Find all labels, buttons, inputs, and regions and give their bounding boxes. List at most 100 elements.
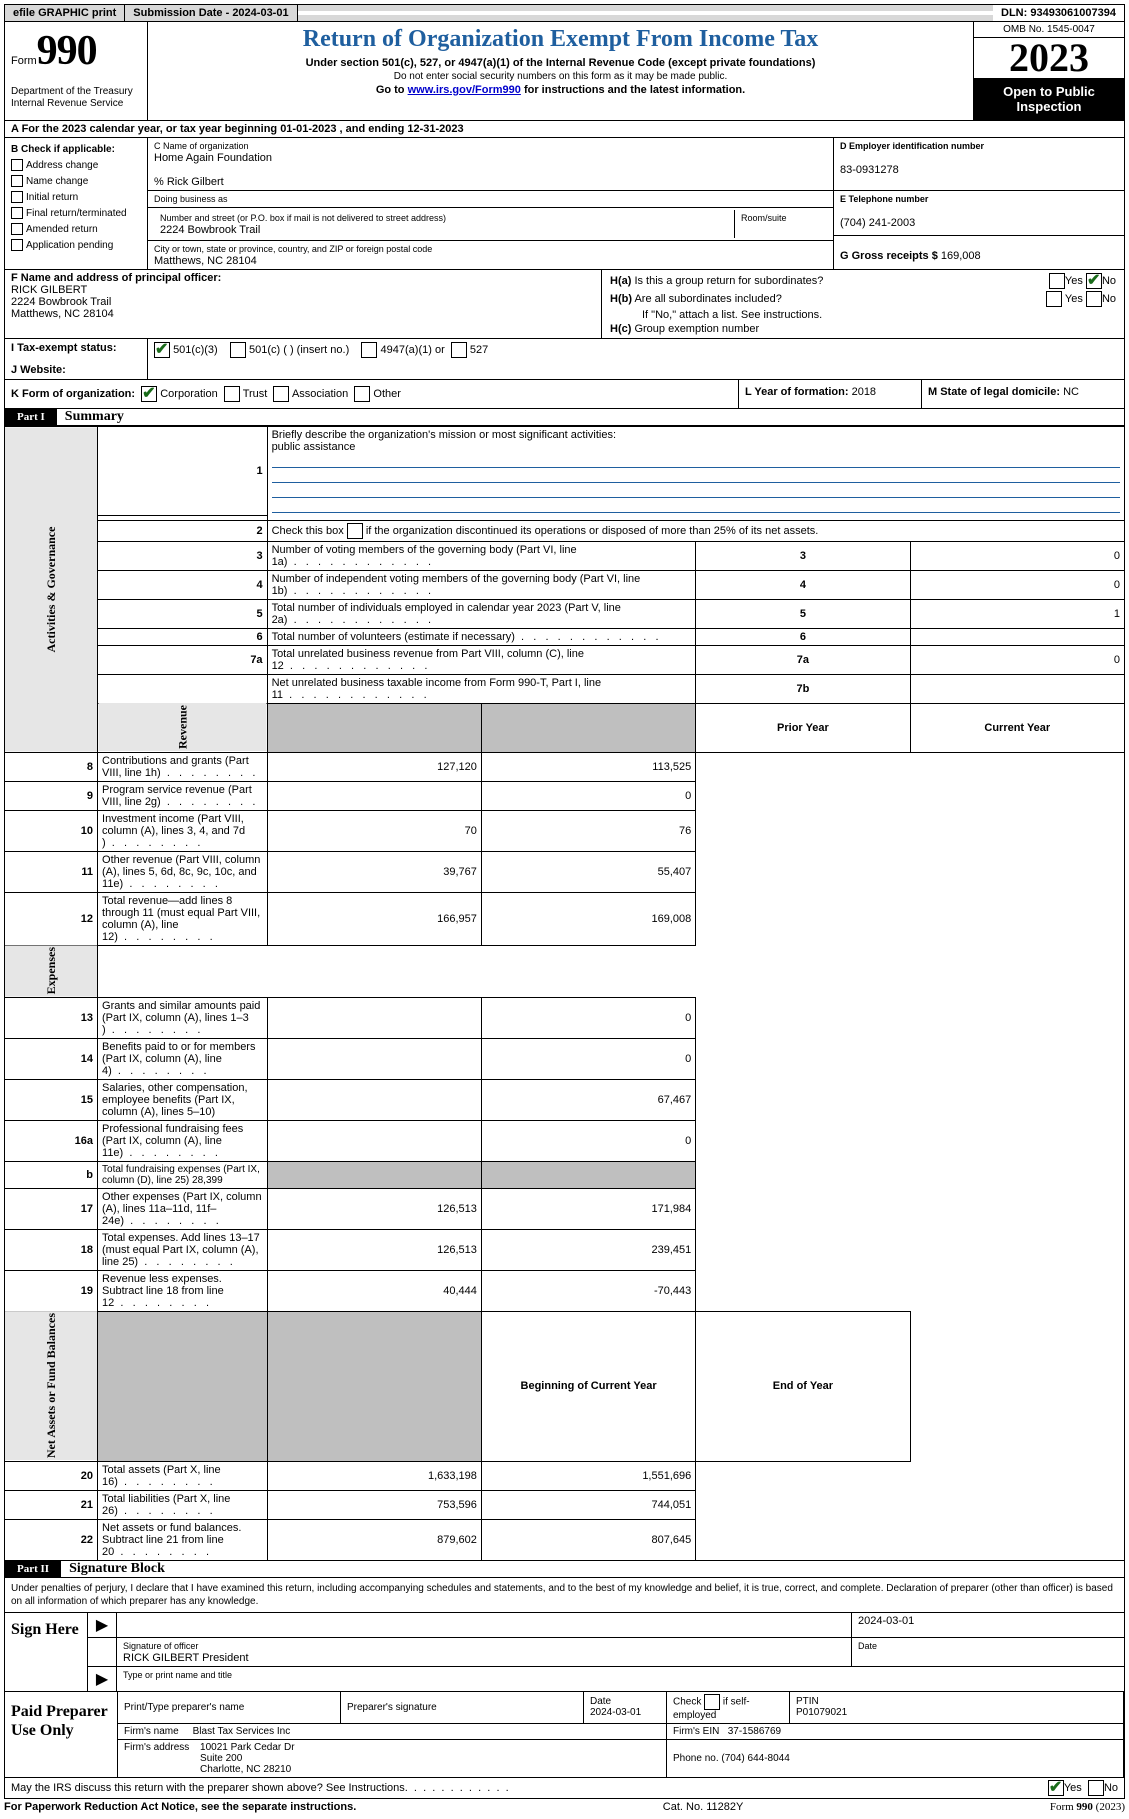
cb-ha-no[interactable] bbox=[1086, 273, 1102, 289]
cb-self-employed[interactable] bbox=[704, 1694, 720, 1710]
cb-501c3[interactable] bbox=[154, 342, 170, 358]
form-number: Form990 bbox=[11, 26, 141, 76]
section-f-h: F Name and address of principal officer:… bbox=[4, 270, 1125, 339]
section-j: J Website: bbox=[4, 361, 1125, 380]
section-b: B Check if applicable: Address change Na… bbox=[5, 138, 148, 269]
summary-row: 11Other revenue (Part VIII, column (A), … bbox=[5, 851, 1125, 892]
sig-date: 2024-03-01 bbox=[852, 1613, 1124, 1637]
cb-initial-return[interactable] bbox=[11, 191, 23, 203]
sign-here-block: Sign Here ▶ 2024-03-01 Signature of offi… bbox=[4, 1613, 1125, 1692]
part-1-header: Part ISummary bbox=[4, 409, 1125, 426]
arrow-icon: ▶ bbox=[88, 1667, 117, 1691]
tax-year: 2023 bbox=[974, 38, 1124, 78]
subtitle-3: Go to www.irs.gov/Form990 for instructio… bbox=[158, 84, 963, 96]
open-public: Open to Public Inspection bbox=[974, 78, 1124, 120]
summary-row: 17Other expenses (Part IX, column (A), l… bbox=[5, 1188, 1125, 1229]
top-bar: efile GRAPHIC print Submission Date - 20… bbox=[4, 4, 1125, 22]
care-of: % Rick Gilbert bbox=[154, 176, 224, 188]
section-b-thru-g: B Check if applicable: Address change Na… bbox=[4, 138, 1125, 270]
city-state-zip: Matthews, NC 28104 bbox=[154, 255, 257, 267]
form-title: Return of Organization Exempt From Incom… bbox=[158, 26, 963, 53]
officer-addr2: Matthews, NC 28104 bbox=[11, 308, 114, 320]
firm-name: Blast Tax Services Inc bbox=[193, 1726, 291, 1737]
summary-row: 4Number of independent voting members of… bbox=[5, 570, 1125, 599]
subtitle-2: Do not enter social security numbers on … bbox=[158, 71, 963, 82]
ein: 83-0931278 bbox=[840, 164, 899, 176]
expenses-label: Expenses bbox=[5, 945, 98, 997]
cb-discuss-yes[interactable] bbox=[1048, 1780, 1064, 1796]
telephone: (704) 241-2003 bbox=[840, 217, 915, 229]
cb-discontinued[interactable] bbox=[347, 523, 363, 539]
firm-address: 10021 Park Cedar Dr Suite 200 Charlotte,… bbox=[200, 1742, 295, 1775]
governance-label: Activities & Governance bbox=[5, 427, 98, 753]
line-a: A For the 2023 calendar year, or tax yea… bbox=[4, 121, 1125, 138]
cb-amended[interactable] bbox=[11, 223, 23, 235]
cb-discuss-no[interactable] bbox=[1088, 1780, 1104, 1796]
cb-address-change[interactable] bbox=[11, 159, 23, 171]
summary-row: 6Total number of volunteers (estimate if… bbox=[5, 628, 1125, 645]
officer-signature: RICK GILBERT President bbox=[123, 1652, 249, 1664]
discuss-row: May the IRS discuss this return with the… bbox=[4, 1778, 1125, 1799]
summary-row: 8Contributions and grants (Part VIII, li… bbox=[5, 752, 1125, 781]
summary-row: 13Grants and similar amounts paid (Part … bbox=[5, 997, 1125, 1038]
summary-row: 14Benefits paid to or for members (Part … bbox=[5, 1038, 1125, 1079]
ptin: P01079021 bbox=[796, 1707, 847, 1718]
gross-receipts: 169,008 bbox=[941, 250, 981, 262]
irs-link[interactable]: www.irs.gov/Form990 bbox=[408, 84, 521, 96]
section-i: I Tax-exempt status: 501(c)(3) 501(c) ( … bbox=[4, 339, 1125, 361]
summary-row: 18Total expenses. Add lines 13–17 (must … bbox=[5, 1229, 1125, 1270]
summary-row: 3Number of voting members of the governi… bbox=[5, 541, 1125, 570]
cb-app-pending[interactable] bbox=[11, 239, 23, 251]
summary-row: 19Revenue less expenses. Subtract line 1… bbox=[5, 1270, 1125, 1311]
summary-row: 21Total liabilities (Part X, line 26)753… bbox=[5, 1490, 1125, 1519]
cb-hb-no[interactable] bbox=[1086, 291, 1102, 307]
cb-name-change[interactable] bbox=[11, 175, 23, 187]
section-d-e-g: D Employer identification number 83-0931… bbox=[833, 138, 1124, 269]
paid-preparer-block: Paid Preparer Use Only Print/Type prepar… bbox=[4, 1692, 1125, 1778]
cb-corp[interactable] bbox=[141, 386, 157, 402]
summary-row: Net unrelated business taxable income fr… bbox=[5, 674, 1125, 703]
cb-501c[interactable] bbox=[230, 342, 246, 358]
section-k-l-m: K Form of organization: Corporation Trus… bbox=[4, 380, 1125, 409]
officer-addr1: 2224 Bowbrook Trail bbox=[11, 296, 111, 308]
summary-row: 16aProfessional fundraising fees (Part I… bbox=[5, 1120, 1125, 1161]
section-c: C Name of organization Home Again Founda… bbox=[148, 138, 833, 269]
part-2-header: Part IISignature Block bbox=[4, 1561, 1125, 1578]
state-domicile: NC bbox=[1063, 386, 1079, 398]
summary-row: 15Salaries, other compensation, employee… bbox=[5, 1079, 1125, 1120]
year-formation: 2018 bbox=[852, 386, 876, 398]
firm-ein: 37-1586769 bbox=[728, 1726, 781, 1737]
dln: DLN: 93493061007394 bbox=[993, 5, 1124, 21]
org-name: Home Again Foundation bbox=[154, 152, 272, 164]
cb-other[interactable] bbox=[354, 386, 370, 402]
footer: For Paperwork Reduction Act Notice, see … bbox=[4, 1799, 1125, 1815]
summary-row: 5Total number of individuals employed in… bbox=[5, 599, 1125, 628]
summary-row: 12Total revenue—add lines 8 through 11 (… bbox=[5, 892, 1125, 945]
arrow-icon: ▶ bbox=[88, 1613, 117, 1637]
officer-name: RICK GILBERT bbox=[11, 284, 87, 296]
cb-trust[interactable] bbox=[224, 386, 240, 402]
cb-527[interactable] bbox=[451, 342, 467, 358]
summary-row: 20Total assets (Part X, line 16)1,633,19… bbox=[5, 1461, 1125, 1490]
mission: public assistance bbox=[272, 441, 356, 453]
form-header: Form990 Department of the Treasury Inter… bbox=[4, 22, 1125, 121]
cb-assoc[interactable] bbox=[273, 386, 289, 402]
netassets-label: Net Assets or Fund Balances bbox=[5, 1311, 98, 1461]
summary-table: Activities & Governance 1 Briefly descri… bbox=[4, 426, 1125, 1561]
submission-date: Submission Date - 2024-03-01 bbox=[125, 5, 297, 21]
street-address: 2224 Bowbrook Trail bbox=[160, 224, 260, 236]
summary-row: 7aTotal unrelated business revenue from … bbox=[5, 645, 1125, 674]
summary-row: 10Investment income (Part VIII, column (… bbox=[5, 810, 1125, 851]
perjury-declaration: Under penalties of perjury, I declare th… bbox=[4, 1578, 1125, 1613]
revenue-label: Revenue bbox=[98, 703, 268, 752]
firm-phone: (704) 644-8044 bbox=[721, 1753, 789, 1764]
cb-4947[interactable] bbox=[361, 342, 377, 358]
cb-ha-yes[interactable] bbox=[1049, 273, 1065, 289]
summary-row: bTotal fundraising expenses (Part IX, co… bbox=[5, 1161, 1125, 1188]
cb-final-return[interactable] bbox=[11, 207, 23, 219]
subtitle-1: Under section 501(c), 527, or 4947(a)(1)… bbox=[158, 57, 963, 69]
cb-hb-yes[interactable] bbox=[1046, 291, 1062, 307]
spacer bbox=[298, 11, 993, 15]
dept-treasury: Department of the Treasury Internal Reve… bbox=[11, 86, 141, 110]
efile-label: efile GRAPHIC print bbox=[5, 5, 125, 21]
